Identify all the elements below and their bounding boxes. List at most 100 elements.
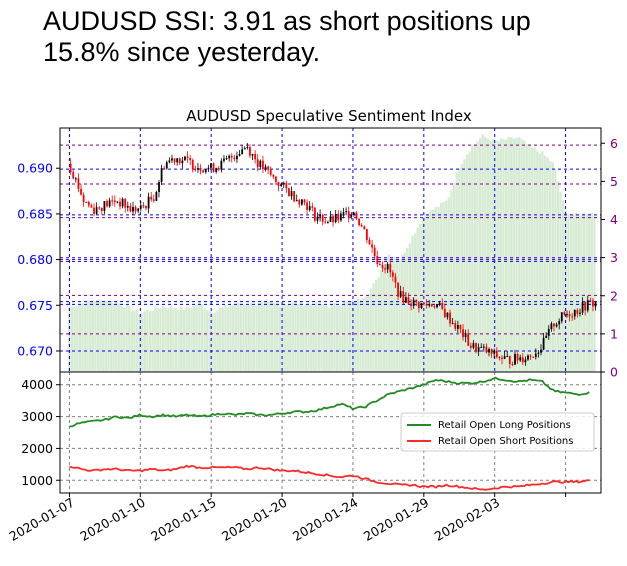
ssi-bar — [161, 306, 165, 372]
candle-body — [113, 200, 116, 203]
ssi-bar — [543, 155, 547, 372]
candle-body — [134, 207, 137, 212]
candle-body — [212, 163, 215, 172]
candle-body — [77, 178, 80, 189]
chart-legend: Retail Open Long Positions Retail Open S… — [400, 412, 595, 452]
candle-body — [189, 158, 192, 161]
ssi-bar — [562, 200, 565, 372]
candle-body — [220, 160, 223, 170]
ssi-bar — [154, 306, 157, 372]
ssi-bar — [582, 212, 586, 372]
candle-body — [186, 156, 189, 159]
ssi-bar — [484, 136, 487, 372]
candle-body — [404, 297, 407, 303]
candle-body — [542, 337, 545, 350]
ssi-bar — [442, 201, 445, 372]
candle-body — [241, 149, 244, 155]
candle-body — [389, 264, 392, 273]
candle-body — [259, 160, 262, 168]
ssi-bar — [491, 138, 495, 372]
candle-body — [204, 169, 207, 173]
ssi-bar — [333, 303, 336, 372]
candle-body — [446, 312, 449, 318]
candle-body — [420, 302, 423, 309]
candle-body — [168, 160, 171, 163]
candle-body — [334, 214, 337, 223]
ssi-bar — [309, 304, 313, 372]
ssi-bar — [148, 311, 152, 372]
candle-body — [376, 256, 379, 265]
ssi-bar — [315, 302, 318, 372]
ssi-bar — [156, 308, 160, 372]
candle-body — [592, 300, 594, 307]
ssi-bar — [359, 298, 362, 372]
ssi-bar — [182, 309, 185, 372]
candle-body — [423, 302, 425, 304]
candle-body — [558, 321, 561, 325]
ssi-bar — [577, 214, 580, 372]
candle-body — [365, 229, 368, 241]
ssi-bar — [205, 310, 209, 372]
candle-body — [482, 346, 485, 348]
ssi-bar — [229, 305, 232, 372]
candle-body — [589, 300, 592, 302]
ssi-bar — [159, 308, 162, 372]
candle-body — [82, 194, 85, 202]
candle-body — [571, 316, 574, 318]
ssi-bar — [465, 154, 469, 372]
ssi-bar — [556, 181, 560, 372]
candle-body — [527, 355, 529, 360]
ssi-bar — [94, 301, 97, 372]
candle-body — [197, 168, 199, 170]
candle-body — [178, 158, 181, 164]
ssi-bar — [273, 302, 276, 372]
ssi-bar — [341, 305, 344, 372]
ssi-bar — [460, 163, 464, 372]
ssi-bar — [73, 307, 76, 372]
ssi-bar — [76, 306, 79, 372]
ssi-bar — [411, 235, 414, 372]
ssi-bar — [250, 303, 253, 372]
ssi-bar — [416, 227, 419, 372]
ssi-bar — [403, 252, 406, 372]
candle-body — [72, 171, 75, 179]
candle-body — [269, 169, 272, 175]
candle-body — [534, 353, 537, 358]
ssi-bar — [198, 302, 201, 372]
ssi-bar — [91, 300, 95, 372]
candle-body — [230, 155, 233, 158]
candle-body — [171, 158, 173, 161]
candle-body — [438, 302, 441, 304]
ssi-bar — [380, 269, 383, 372]
candle-body — [233, 157, 236, 160]
ssi-bar — [289, 303, 292, 372]
candle-body — [285, 182, 288, 189]
candle-body — [301, 199, 303, 205]
price-tick-label: 0.670 — [17, 343, 53, 358]
bottom-plot-frame — [59, 371, 602, 494]
ssi-bar — [504, 139, 508, 372]
candle-body — [254, 153, 257, 160]
ssi-bar — [400, 254, 404, 372]
candle-body — [85, 201, 88, 203]
top-grid — [60, 128, 601, 372]
ssi-bar — [257, 302, 261, 372]
candle-body — [225, 158, 228, 160]
candle-body — [228, 155, 231, 159]
candle-body — [129, 206, 132, 212]
candle-body — [339, 213, 342, 221]
ssi-bar — [86, 300, 89, 372]
candle-body — [191, 160, 194, 170]
candle-body — [137, 208, 140, 212]
candle-body — [295, 199, 298, 202]
ssi-tick-label: 5 — [610, 174, 618, 189]
ssi-bar — [585, 214, 588, 372]
candle-body — [358, 218, 360, 226]
candle-body — [139, 205, 142, 209]
ssi-bar — [151, 310, 154, 372]
candle-body — [290, 191, 293, 197]
ssi-bar — [255, 305, 258, 372]
ssi-bar — [549, 161, 552, 372]
candle-body — [378, 264, 381, 266]
ssi-bar — [286, 304, 289, 372]
